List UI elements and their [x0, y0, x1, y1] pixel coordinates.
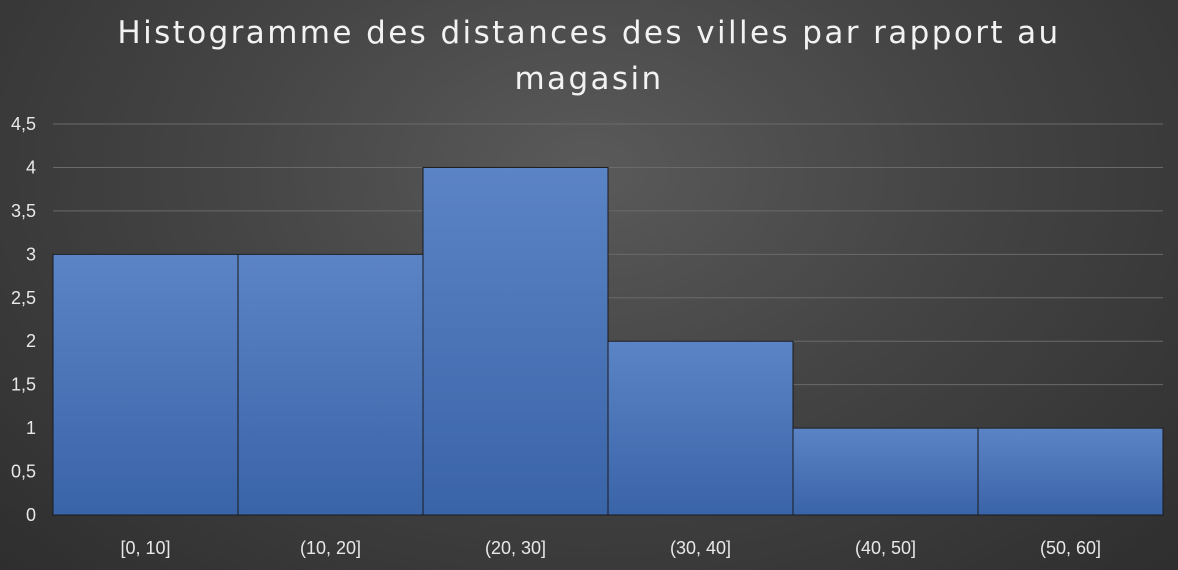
x-tick-label: (30, 40]	[670, 538, 731, 558]
x-axis-ticks: [0, 10] (10, 20] (20, 30] (30, 40] (40, 50] (…	[120, 538, 1101, 558]
x-tick-label: (20, 30]	[485, 538, 546, 558]
y-axis-ticks: 0 0,5 1 1,5 2 2,5 3 3,5 4 4,5	[11, 114, 36, 525]
bar	[977, 427, 1164, 516]
bar	[422, 166, 609, 516]
bars	[52, 166, 1164, 516]
bar	[237, 253, 424, 516]
bar	[607, 340, 794, 516]
chart-title-line-1: Histogramme des distances des villes par…	[117, 15, 1060, 51]
y-tick-label: 4	[26, 157, 36, 177]
bar	[792, 427, 979, 516]
y-tick-label: 2	[26, 331, 36, 351]
y-tick-label: 1,5	[11, 375, 36, 395]
x-tick-label: (50, 60]	[1040, 538, 1101, 558]
y-tick-label: 0,5	[11, 462, 36, 482]
y-tick-label: 4,5	[11, 114, 36, 134]
x-tick-label: (10, 20]	[300, 538, 361, 558]
bar	[52, 253, 239, 516]
x-tick-label: [0, 10]	[120, 538, 170, 558]
y-tick-label: 0	[26, 505, 36, 525]
y-tick-label: 3	[26, 244, 36, 264]
chart-title-line-2: magasin	[514, 61, 663, 97]
chart-title: Histogramme des distances des villes par…	[117, 15, 1060, 97]
y-tick-label: 3,5	[11, 201, 36, 221]
x-tick-label: (40, 50]	[855, 538, 916, 558]
y-tick-label: 2,5	[11, 288, 36, 308]
y-tick-label: 1	[26, 418, 36, 438]
